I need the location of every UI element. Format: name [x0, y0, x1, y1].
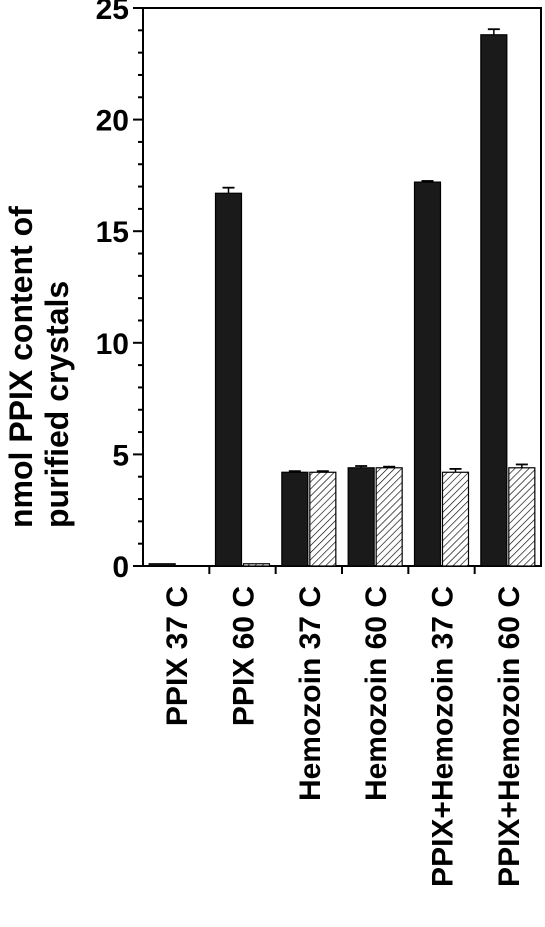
y-tick-label: 20	[96, 105, 129, 138]
y-tick-label: 15	[96, 216, 129, 249]
y-tick-label: 10	[96, 328, 129, 361]
x-category-label: PPIX+Hemozoin 60 C	[493, 586, 526, 887]
bar-solid	[214, 192, 243, 567]
y-tick-label: 5	[112, 439, 129, 472]
bar-solid	[347, 467, 375, 567]
x-category-label: PPIX 60 C	[228, 586, 261, 726]
y-axis-title-line-1: nmol PPIX content of	[3, 206, 39, 528]
bar-hatched	[375, 467, 403, 567]
bar-hatched	[242, 563, 271, 567]
y-tick-label: 0	[112, 551, 129, 584]
bar-hatched	[508, 467, 536, 567]
x-category-label: Hemozoin 60 C	[360, 586, 393, 801]
y-axis-title-line-2: purified crystals	[39, 281, 75, 528]
y-axis-title: nmol PPIX content of purified crystals	[3, 206, 75, 528]
bar-solid	[480, 34, 508, 567]
bar-solid	[148, 563, 176, 567]
plot-area: 0 5 10 15 20 25 PPIX 37 C PPIX 60 C Hemozoin 37 …	[96, 0, 542, 887]
x-category-label: PPIX+Hemozoin 37 C	[427, 586, 460, 887]
x-category-label: PPIX 37 C	[161, 586, 194, 726]
bar-solid	[281, 471, 309, 567]
bar-hatched	[441, 471, 470, 567]
bar-hatched	[309, 471, 337, 567]
bar-solid	[413, 181, 442, 567]
y-tick-label: 25	[96, 0, 129, 26]
x-category-label: Hemozoin 37 C	[294, 586, 327, 801]
